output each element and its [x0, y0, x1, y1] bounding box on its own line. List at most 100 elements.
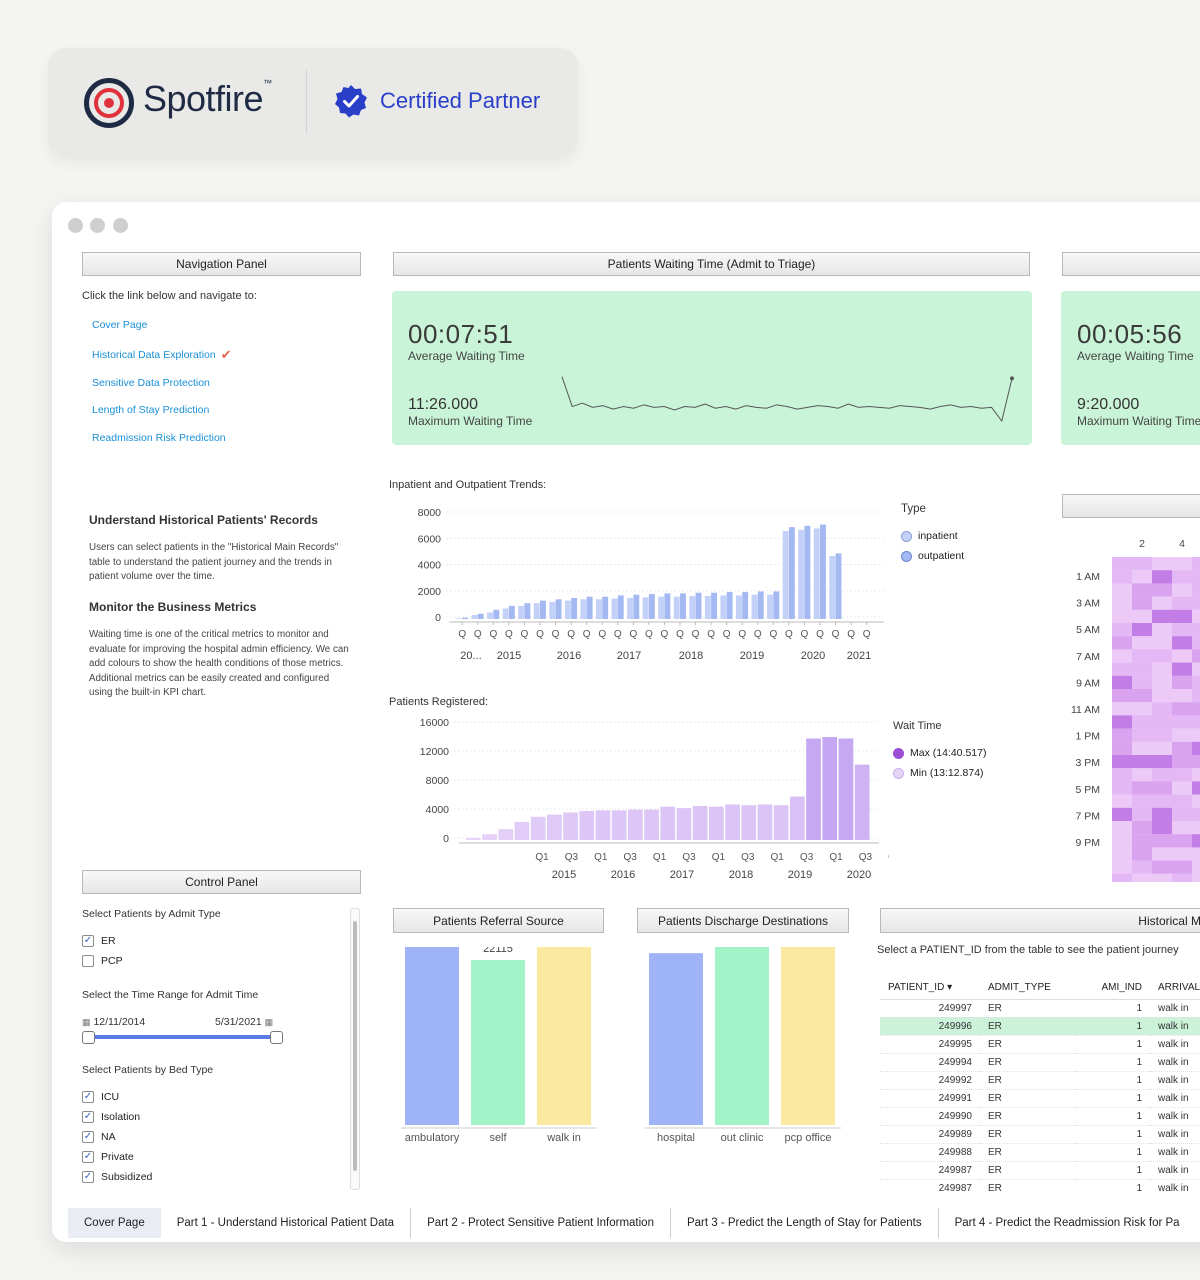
registered-chart[interactable]: 16000 12000 8000 4000 0 Q1 Q3 Q1 Q3 Q1 Q3 Q1 Q3 Q1 Q3 Q… — [389, 712, 889, 887]
bed-type-private-checkbox[interactable]: ✓ Private — [82, 1151, 134, 1163]
arrival-heatmap[interactable]: 2 4 1 AM 3 AM 5 AM 7 AM 9 AM 11 AM 1 PM 3 PM 5 PM 7… — [1062, 532, 1200, 882]
table-row[interactable]: 249988 ER 1 walk in — [880, 1143, 1200, 1163]
trends-legend-outpatient[interactable]: outpatient — [901, 550, 964, 562]
registered-q-label: Q1 — [594, 852, 608, 863]
heatmap-y-label: 1 PM — [1075, 731, 1100, 743]
heatmap-cell — [1132, 781, 1152, 795]
table-cell: walk in — [1150, 1071, 1200, 1090]
trends-year-label: 20... — [460, 650, 481, 662]
kpi-card-pcp[interactable]: 00:05:56 Average Waiting Time 9:20.000 M… — [1061, 291, 1200, 445]
tab-part-4[interactable]: Part 4 - Predict the Readmission Risk fo… — [938, 1208, 1196, 1238]
checkbox-checked-icon: ✓ — [82, 1111, 94, 1123]
heatmap-cell — [1192, 689, 1200, 703]
tab-part-1[interactable]: Part 1 - Understand Historical Patient D… — [160, 1208, 412, 1238]
column-header-patient-id[interactable]: PATIENT_ID ▾ — [880, 977, 980, 1000]
registered-legend-max[interactable]: Max (14:40.517) — [893, 747, 986, 759]
heatmap-cell — [1132, 715, 1152, 729]
time-range-start[interactable]: ▦ 12/11/2014 — [82, 1016, 146, 1028]
table-cell: ER — [980, 1179, 1076, 1191]
registered-bar — [660, 806, 676, 840]
heatmap-x-label: 2 — [1139, 538, 1145, 550]
table-row[interactable]: 249997 ER 1 walk in — [880, 999, 1200, 1018]
registered-y-tick: 0 — [443, 833, 449, 845]
nav-link-readmission-risk[interactable]: Readmission Risk Prediction — [92, 432, 226, 444]
registered-bar — [514, 821, 530, 840]
column-header-admit-type[interactable]: ADMIT_TYPE — [980, 977, 1076, 1000]
records-header: Historical Main Records — [880, 908, 1200, 933]
kpi-max-value: 11:26.000 — [408, 396, 478, 413]
trends-bar-inpatient — [549, 601, 556, 619]
admit-type-pcp-checkbox[interactable]: PCP — [82, 955, 123, 967]
table-row[interactable]: 249990 ER 1 walk in — [880, 1107, 1200, 1127]
time-range-slider-track[interactable] — [88, 1035, 278, 1039]
kpi-card-er[interactable]: 00:07:51 Average Waiting Time 11:26.000 … — [392, 291, 1032, 445]
registered-y-tick: 16000 — [420, 717, 449, 729]
nav-link-sensitive-data[interactable]: Sensitive Data Protection — [92, 377, 210, 389]
heatmap-cell — [1152, 860, 1172, 874]
heatmap-cell — [1192, 609, 1200, 624]
table-row[interactable]: 249987 ER 1 walk in — [880, 1161, 1200, 1181]
records-table-container[interactable]: PATIENT_ID ▾ ADMIT_TYPE AMI_IND ARRIVAL … — [880, 977, 1200, 1191]
table-row[interactable]: 249987 ER 1 walk in — [880, 1179, 1200, 1191]
checkbox-unchecked-icon — [82, 955, 94, 967]
trends-legend-title: Type — [901, 503, 926, 515]
registered-bar — [757, 804, 773, 840]
referral-chart[interactable]: 25297ambulatory22115self25462walk in — [393, 947, 604, 1192]
registered-q-label: Q1 — [653, 852, 667, 863]
heatmap-cell — [1192, 583, 1200, 597]
discharge-chart[interactable]: 23029hospital24761out clinic25084pcp off… — [637, 947, 849, 1192]
window-minimize-button[interactable] — [90, 218, 105, 233]
bed-type-icu-checkbox[interactable]: ✓ ICU — [82, 1091, 120, 1103]
trends-bar-outpatient — [773, 591, 780, 619]
table-row[interactable]: 249992 ER 1 walk in — [880, 1071, 1200, 1090]
bed-type-na-checkbox[interactable]: ✓ NA — [82, 1131, 116, 1143]
registered-year-label: 2017 — [670, 869, 694, 881]
trends-q-label: Q — [707, 629, 715, 640]
heatmap-cell — [1192, 623, 1200, 637]
registered-q-label: Q3 — [741, 852, 755, 863]
navigation-panel-header: Navigation Panel — [82, 252, 361, 276]
registered-legend-min[interactable]: Min (13:12.874) — [893, 767, 984, 779]
records-table[interactable]: PATIENT_ID ▾ ADMIT_TYPE AMI_IND ARRIVAL … — [880, 977, 1200, 1191]
trends-y-tick: 4000 — [418, 560, 442, 572]
time-range-slider-handle-end[interactable] — [270, 1031, 283, 1044]
heatmap-cell — [1152, 781, 1172, 795]
table-row[interactable]: 249991 ER 1 walk in — [880, 1089, 1200, 1109]
table-row[interactable]: 249989 ER 1 walk in — [880, 1125, 1200, 1145]
registered-bar — [611, 810, 627, 840]
waiting-time-header: Patients Waiting Time (Admit to Triage) — [393, 252, 1030, 276]
table-row[interactable]: 249994 ER 1 walk in — [880, 1053, 1200, 1072]
heatmap-cell — [1152, 768, 1172, 782]
tab-cover-page[interactable]: Cover Page — [68, 1208, 161, 1238]
trends-bar-inpatient — [518, 605, 525, 619]
window-close-button[interactable] — [68, 218, 83, 233]
trends-q-label: Q — [536, 629, 544, 640]
nav-link-length-of-stay[interactable]: Length of Stay Prediction — [92, 404, 210, 416]
bed-type-subsidized-checkbox[interactable]: ✓ Subsidized — [82, 1171, 153, 1183]
column-header-arrival[interactable]: ARRIVAL — [1150, 977, 1200, 1000]
registered-bar — [628, 809, 643, 840]
trends-bar-inpatient — [673, 596, 680, 619]
heatmap-cell — [1152, 755, 1172, 769]
control-panel-scrollbar[interactable] — [350, 908, 360, 1190]
column-header-ami-ind[interactable]: AMI_IND — [1076, 977, 1150, 1000]
nav-link-cover-page[interactable]: Cover Page — [92, 319, 148, 331]
table-cell: walk in — [1150, 999, 1200, 1018]
window-maximize-button[interactable] — [113, 218, 128, 233]
admit-type-er-checkbox[interactable]: ✓ ER — [82, 935, 116, 947]
heatmap-cell — [1132, 873, 1152, 882]
registered-bar — [644, 809, 659, 840]
heatmap-cell — [1192, 596, 1200, 610]
tab-part-3[interactable]: Part 3 - Predict the Length of Stay for … — [670, 1208, 939, 1238]
nav-link-historical-data[interactable]: Historical Data Exploration — [92, 349, 216, 361]
bed-type-isolation-checkbox[interactable]: ✓ Isolation — [82, 1111, 141, 1123]
table-row[interactable]: 249996 ER 1 walk in — [880, 1017, 1200, 1036]
time-range-end[interactable]: 5/31/2021 ▦ — [215, 1016, 274, 1028]
tab-part-2[interactable]: Part 2 - Protect Sensitive Patient Infor… — [411, 1208, 671, 1238]
time-range-slider-handle-start[interactable] — [82, 1031, 95, 1044]
trends-legend-inpatient[interactable]: inpatient — [901, 530, 958, 542]
heatmap-x-label: 4 — [1179, 538, 1185, 550]
table-row[interactable]: 249995 ER 1 walk in — [880, 1035, 1200, 1054]
trends-year-label: 2015 — [497, 650, 521, 662]
